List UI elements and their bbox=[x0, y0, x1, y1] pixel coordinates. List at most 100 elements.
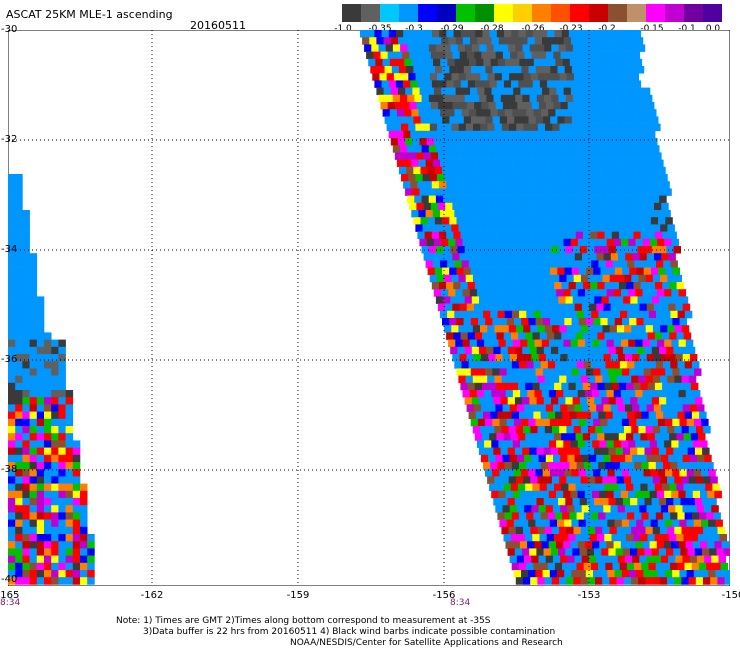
data-cell bbox=[603, 505, 611, 513]
data-cell bbox=[597, 433, 605, 441]
data-cell bbox=[614, 368, 623, 376]
data-cell bbox=[492, 267, 500, 276]
data-cell bbox=[547, 282, 555, 290]
data-cell bbox=[604, 433, 612, 441]
data-cell bbox=[520, 490, 528, 499]
data-cell bbox=[506, 519, 515, 528]
data-cell bbox=[22, 282, 30, 290]
data-cell bbox=[627, 411, 635, 420]
data-cell bbox=[604, 181, 613, 189]
data-cell bbox=[521, 217, 529, 225]
data-cell bbox=[539, 282, 548, 290]
data-cell bbox=[574, 454, 583, 463]
data-cell bbox=[607, 166, 616, 175]
data-cell bbox=[441, 37, 449, 45]
data-cell bbox=[629, 418, 637, 427]
data-cell bbox=[8, 418, 16, 427]
data-cell bbox=[637, 145, 646, 153]
note-line-3: NOAA/NESDIS/Center for Satellite Applica… bbox=[290, 638, 563, 648]
data-cell bbox=[624, 325, 632, 333]
data-cell bbox=[673, 447, 681, 456]
data-cell bbox=[491, 339, 499, 348]
data-cell bbox=[511, 30, 519, 38]
data-cell bbox=[559, 426, 567, 434]
data-cell bbox=[688, 426, 697, 434]
data-cell bbox=[411, 109, 419, 117]
data-cell bbox=[653, 224, 661, 232]
data-cell bbox=[505, 289, 514, 297]
data-cell bbox=[430, 102, 439, 110]
data-cell bbox=[491, 440, 499, 448]
data-cell bbox=[573, 375, 582, 384]
data-cell bbox=[510, 534, 519, 542]
data-cell bbox=[616, 577, 625, 585]
data-cell bbox=[432, 109, 441, 117]
data-cell bbox=[483, 462, 491, 470]
data-cell bbox=[72, 469, 81, 477]
data-cell bbox=[644, 195, 653, 204]
data-cell bbox=[569, 109, 578, 117]
data-cell bbox=[588, 274, 596, 283]
data-cell bbox=[638, 375, 646, 384]
data-cell bbox=[608, 498, 616, 506]
data-cell bbox=[664, 339, 672, 348]
data-cell bbox=[505, 188, 514, 196]
data-cell bbox=[557, 116, 565, 124]
data-cell bbox=[468, 260, 477, 268]
data-cell bbox=[587, 577, 596, 585]
data-cell bbox=[571, 318, 580, 326]
data-cell bbox=[490, 361, 498, 369]
data-cell bbox=[556, 87, 564, 96]
data-cell bbox=[412, 188, 420, 196]
data-cell bbox=[625, 454, 633, 463]
data-cell bbox=[657, 418, 666, 427]
data-cell bbox=[469, 390, 478, 398]
data-cell bbox=[51, 476, 59, 484]
data-cell bbox=[29, 282, 38, 290]
data-cell bbox=[374, 80, 382, 88]
data-cell bbox=[674, 325, 682, 333]
data-cell bbox=[44, 454, 52, 463]
data-cell bbox=[544, 325, 553, 333]
data-cell bbox=[607, 570, 615, 578]
data-cell bbox=[8, 577, 16, 585]
data-cell bbox=[427, 267, 436, 276]
data-cell bbox=[15, 454, 23, 463]
data-cell bbox=[499, 166, 508, 175]
data-cell bbox=[29, 310, 38, 319]
data-cell bbox=[442, 267, 450, 276]
data-cell bbox=[531, 303, 539, 312]
data-cell bbox=[426, 238, 435, 247]
data-cell bbox=[576, 512, 585, 520]
data-cell bbox=[424, 30, 433, 38]
data-cell bbox=[662, 382, 670, 391]
data-cell bbox=[674, 426, 682, 434]
data-cell bbox=[613, 440, 622, 448]
data-cell bbox=[579, 447, 588, 456]
data-cell bbox=[518, 562, 527, 571]
data-cell bbox=[22, 390, 30, 398]
data-cell bbox=[504, 361, 513, 369]
data-cell bbox=[433, 188, 442, 196]
data-cell bbox=[624, 123, 632, 132]
data-cell bbox=[450, 145, 458, 153]
data-cell bbox=[460, 382, 468, 391]
data-cell bbox=[439, 231, 447, 240]
data-cell bbox=[514, 166, 522, 175]
data-cell bbox=[562, 562, 570, 571]
data-cell bbox=[491, 390, 499, 398]
data-cell bbox=[470, 87, 478, 96]
data-cell bbox=[642, 440, 650, 448]
data-cell bbox=[479, 94, 487, 103]
data-cell bbox=[22, 476, 30, 484]
data-cell bbox=[613, 541, 622, 549]
data-cell bbox=[497, 109, 506, 117]
data-cell bbox=[669, 282, 677, 290]
data-cell bbox=[563, 440, 571, 448]
data-cell bbox=[624, 426, 632, 434]
data-cell bbox=[542, 318, 551, 326]
data-cell bbox=[442, 116, 450, 124]
data-cell bbox=[497, 58, 506, 67]
data-cell bbox=[703, 526, 711, 535]
data-cell bbox=[487, 325, 495, 333]
